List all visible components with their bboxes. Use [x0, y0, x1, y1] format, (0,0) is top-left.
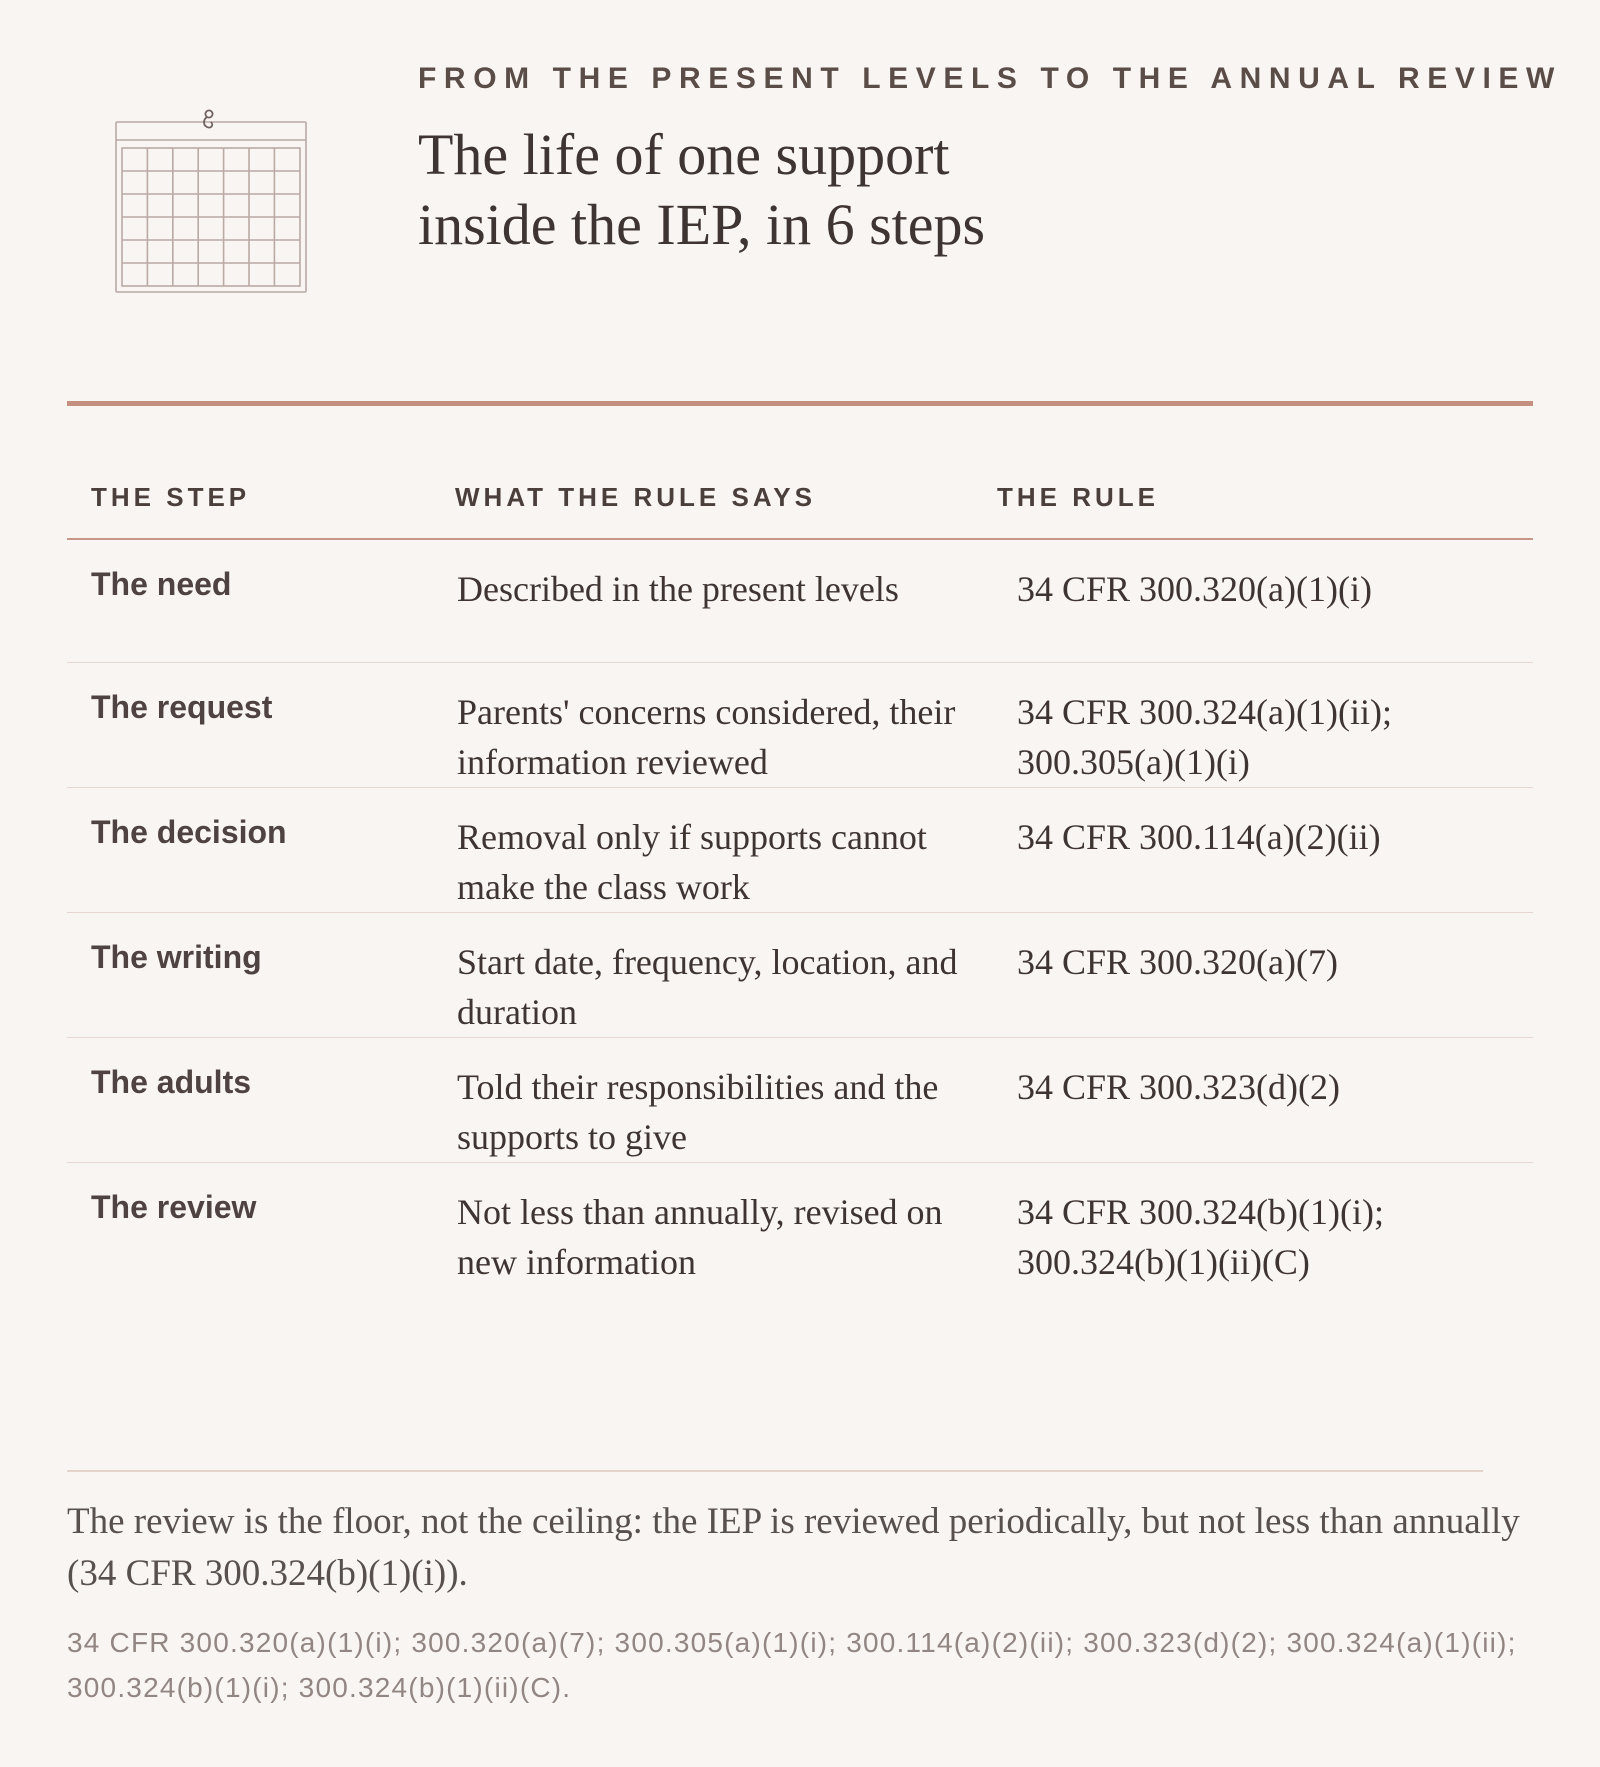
step-name: The writing [67, 912, 433, 1038]
table-row: The writing Start date, frequency, locat… [67, 912, 1533, 1038]
step-name: The adults [67, 1037, 433, 1163]
calendar-icon [115, 109, 307, 293]
rule-citation: 34 CFR 300.320(a)(1)(i) [993, 539, 1533, 663]
rule-citation: 34 CFR 300.324(a)(1)(ii); 300.305(a)(1)(… [993, 662, 1533, 788]
table-row: The adults Told their responsibilities a… [67, 1037, 1533, 1163]
step-name: The review [91, 1188, 257, 1225]
rule-summary: Start date, frequency, location, and dur… [433, 912, 993, 1038]
steps-table: THE STEP WHAT THE RULE SAYS THE RULE The… [67, 470, 1533, 1287]
rule-citation: 34 CFR 300.324(b)(1)(i); 300.324(b)(1)(i… [1017, 1191, 1384, 1282]
rule-summary: Removal only if supports cannot make the… [433, 787, 993, 913]
table-header-row: THE STEP WHAT THE RULE SAYS THE RULE [67, 470, 1533, 540]
page-title-line-1: The life of one support [418, 122, 950, 187]
table-row: The decision Removal only if supports ca… [67, 787, 1533, 913]
column-header-says: WHAT THE RULE SAYS [433, 470, 993, 540]
column-header-rule: THE RULE [993, 470, 1533, 540]
table-row: The need Described in the present levels… [67, 539, 1533, 663]
rule-summary: Described in the present levels [433, 539, 993, 663]
column-header-step: THE STEP [67, 470, 433, 540]
step-name: The need [67, 539, 433, 663]
footnote: The review is the floor, not the ceiling… [67, 1501, 1520, 1594]
step-name: The request [67, 662, 433, 788]
bottom-divider [67, 1470, 1483, 1472]
rule-citation: 34 CFR 300.323(d)(2) [993, 1037, 1533, 1163]
rule-summary: Told their responsibilities and the supp… [433, 1037, 993, 1163]
table-row: The review Not less than annually, revis… [67, 1162, 1533, 1287]
eyebrow-kicker: FROM THE PRESENT LEVELS TO THE ANNUAL RE… [418, 62, 1562, 95]
table-row: The request Parents' concerns considered… [67, 662, 1533, 788]
step-name: The decision [67, 787, 433, 913]
rule-citation: 34 CFR 300.320(a)(7) [993, 912, 1533, 1038]
page-title-line-2: inside the IEP, in 6 steps [418, 192, 986, 257]
rule-summary: Parents' concerns considered, their info… [433, 662, 993, 788]
rule-summary: Not less than annually, revised on new i… [457, 1191, 943, 1282]
page-title: The life of one support inside the IEP, … [418, 120, 1318, 260]
rule-citation: 34 CFR 300.114(a)(2)(ii) [993, 787, 1533, 913]
source-citations: 34 CFR 300.320(a)(1)(i); 300.320(a)(7); … [67, 1627, 1517, 1703]
page-header: FROM THE PRESENT LEVELS TO THE ANNUAL RE… [0, 0, 1600, 340]
top-divider [67, 401, 1533, 406]
